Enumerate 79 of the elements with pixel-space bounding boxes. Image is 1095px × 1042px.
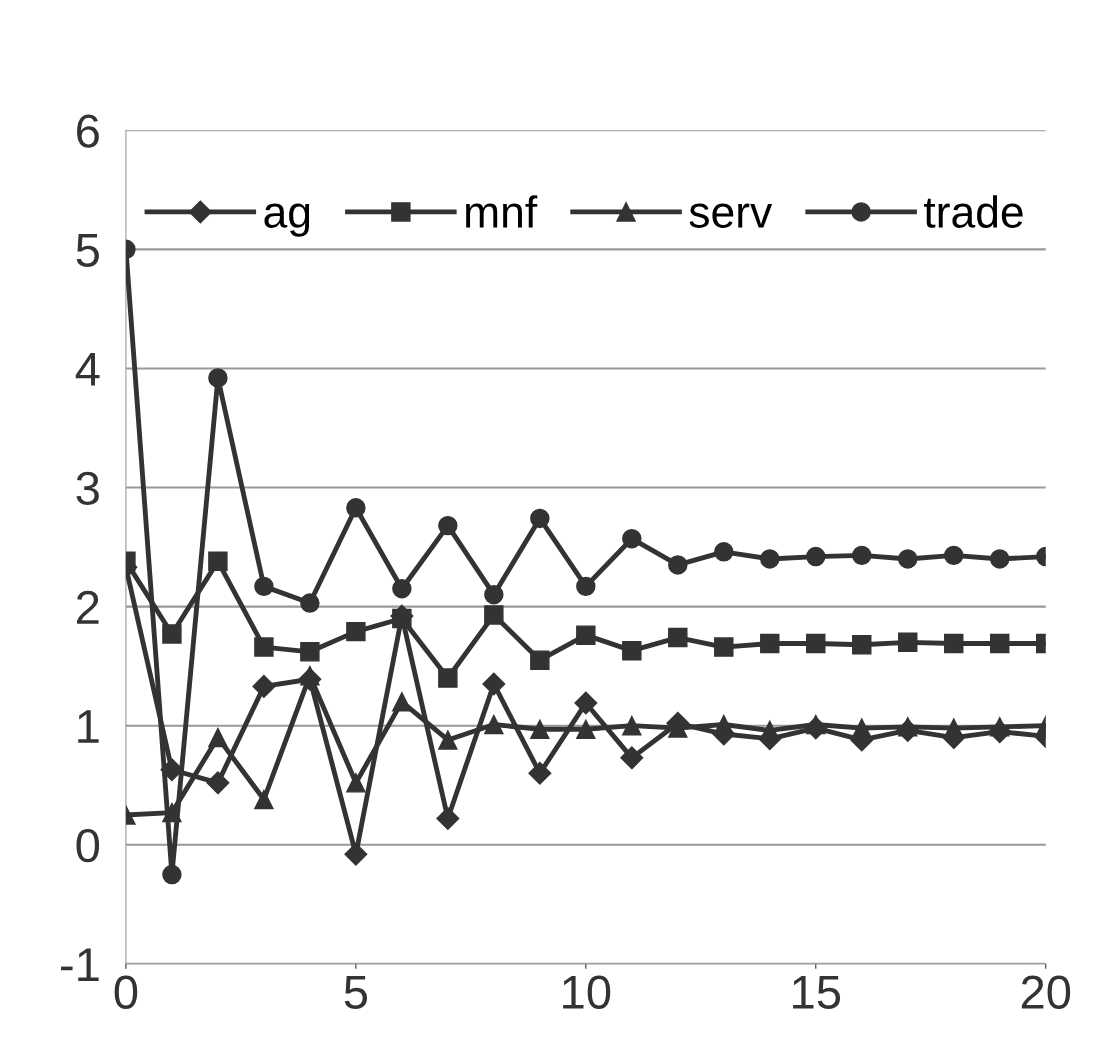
point	[852, 634, 872, 655]
point	[392, 692, 412, 712]
y-tick-label: -1	[61, 948, 99, 981]
point	[530, 508, 550, 529]
point	[944, 633, 964, 654]
point	[300, 593, 320, 613]
point	[254, 789, 274, 810]
point	[392, 579, 412, 599]
point	[530, 719, 550, 739]
y-tick-label: 6	[77, 114, 99, 148]
point	[714, 637, 734, 657]
y-tick-label: 3	[76, 471, 99, 506]
point	[392, 608, 412, 629]
point	[714, 542, 734, 562]
point	[346, 773, 366, 793]
point	[344, 842, 368, 866]
point	[574, 691, 598, 715]
point	[436, 807, 460, 831]
x-tick-label: 15	[793, 976, 841, 1009]
point	[944, 545, 964, 566]
point	[438, 515, 458, 536]
point	[760, 633, 780, 654]
point	[300, 665, 320, 686]
x-tick-label: 10	[563, 975, 611, 1009]
point	[668, 627, 688, 648]
y-tick-label: 5	[76, 233, 99, 267]
point	[622, 528, 642, 549]
point	[852, 545, 872, 566]
point	[208, 727, 228, 748]
point	[254, 576, 274, 597]
point	[208, 368, 228, 388]
point	[162, 864, 182, 885]
point	[990, 633, 1010, 654]
point	[484, 605, 504, 625]
point	[668, 555, 688, 575]
point	[852, 718, 872, 738]
x-tick-label: 0	[114, 975, 138, 1009]
point	[576, 576, 596, 597]
point	[254, 637, 274, 657]
point	[806, 714, 826, 735]
point	[346, 498, 366, 518]
point	[714, 714, 734, 735]
point	[252, 674, 276, 698]
point	[622, 715, 642, 736]
point	[620, 746, 644, 770]
y-tick-label: 1	[78, 710, 99, 743]
legend-label: ag	[264, 203, 310, 237]
point	[208, 551, 228, 572]
point	[898, 549, 918, 569]
point	[806, 633, 826, 654]
point	[760, 549, 780, 569]
point	[300, 642, 320, 662]
y-tick-label: 4	[75, 353, 100, 386]
point	[482, 672, 506, 696]
y-tick-label: 2	[77, 590, 99, 624]
y-tick-label: 0	[76, 828, 100, 863]
point	[438, 668, 458, 688]
legend-label: mnf	[466, 195, 538, 228]
point	[484, 714, 504, 735]
point	[206, 771, 230, 795]
point	[760, 720, 780, 741]
x-tick-label: 20	[1021, 975, 1071, 1009]
point	[162, 624, 182, 644]
point	[898, 632, 918, 653]
point	[990, 549, 1010, 569]
legend-label: trade	[924, 195, 1023, 228]
legend-label: serv	[689, 203, 773, 228]
point	[806, 546, 826, 567]
point	[484, 584, 504, 605]
point	[530, 650, 550, 670]
point	[576, 719, 596, 739]
point	[990, 717, 1010, 737]
point	[346, 621, 366, 642]
point	[898, 717, 918, 737]
point	[622, 640, 642, 661]
point	[528, 761, 552, 785]
point	[576, 625, 596, 645]
point	[438, 730, 458, 750]
x-tick-label: 5	[344, 976, 368, 1009]
